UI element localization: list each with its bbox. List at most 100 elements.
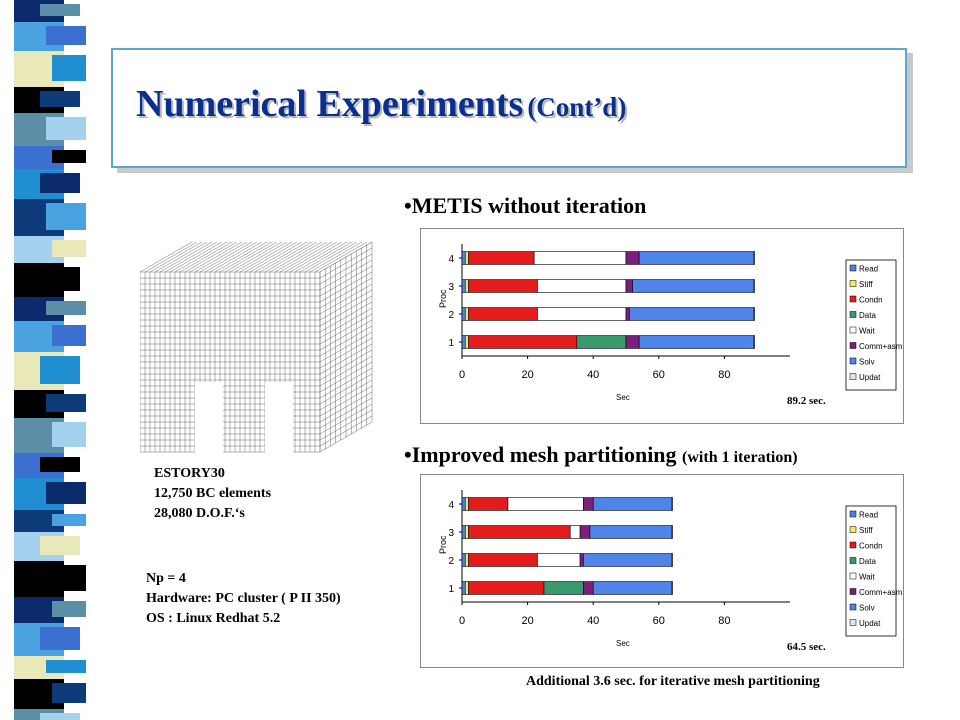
x-tick-label: 60: [653, 615, 665, 627]
legend-swatch: [849, 373, 857, 380]
legend-swatch: [849, 326, 857, 334]
legend-label: Solv: [859, 358, 875, 367]
legend-label: Updat: [859, 373, 881, 382]
x-tick-label: 80: [718, 615, 730, 627]
y-tick-label: 3: [448, 528, 454, 539]
bar-segment-solv: [583, 553, 673, 567]
legend-swatch: [849, 295, 857, 303]
legend-swatch: [849, 619, 857, 626]
bar-segment-read: [461, 553, 466, 567]
legend-label: Solv: [859, 604, 875, 613]
legend-label: Comm+asm: [859, 588, 903, 597]
legend-swatch: [849, 264, 857, 272]
legend-label: Read: [859, 511, 878, 520]
x-tick-label: 20: [521, 369, 533, 381]
bar-segment-stiff: [464, 251, 469, 265]
bar-segment-read: [461, 307, 466, 321]
legend-label: Condn: [859, 296, 883, 305]
y-tick-label: 2: [448, 310, 454, 321]
x-axis-label: Sec: [616, 393, 630, 402]
model-dof: 28,080 D.O.F.‘s: [154, 506, 245, 521]
chart-metis-total: 89.2 sec.: [787, 395, 826, 407]
bar-segment-data: [576, 335, 627, 349]
y-axis-label: Proc: [438, 289, 448, 308]
bar-segment-commasm: [579, 525, 591, 539]
model-elements: 12,750 BC elements: [154, 486, 272, 501]
bar-segment-updat: [753, 251, 755, 265]
run-info: Np = 4 Hardware: PC cluster ( P II 350) …: [146, 569, 341, 629]
bar-segment-wait: [533, 251, 627, 265]
legend-swatch: [849, 311, 857, 318]
bar-segment-commasm: [583, 581, 594, 595]
legend-swatch: [849, 342, 857, 349]
bar-segment-condn: [468, 251, 535, 265]
legend-label: Data: [859, 311, 876, 320]
bar-segment-commasm: [625, 279, 633, 293]
bar-segment-condn: [468, 307, 538, 321]
bar-segment-updat: [671, 525, 673, 539]
bar-segment-solv: [638, 335, 755, 349]
bar-segment-stiff: [464, 335, 469, 349]
legend-swatch: [849, 603, 857, 611]
x-tick-label: 0: [459, 615, 465, 627]
y-tick-label: 3: [448, 282, 454, 293]
title-sub: (Cont’d): [527, 92, 627, 122]
bar-segment-commasm: [583, 497, 594, 511]
chart-improved-total: 64.5 sec.: [787, 641, 826, 653]
bar-segment-read: [461, 251, 466, 265]
bar-segment-read: [461, 279, 466, 293]
chart-improved: 0 20 40 60 80 1 2 3 4 Proc Sec Read Stiff Condn Data Wa…: [420, 474, 904, 668]
bar-segment-stiff: [464, 307, 469, 321]
legend-swatch: [849, 357, 857, 365]
bar-segment-solv: [592, 497, 673, 511]
x-tick-label: 40: [587, 615, 599, 627]
bar-segment-condn: [468, 335, 578, 349]
bar-segment-updat: [753, 335, 755, 349]
bar-segment-read: [461, 525, 466, 539]
x-tick-label: 60: [653, 369, 665, 381]
legend-swatch: [849, 280, 857, 287]
bar-segment-solv: [589, 525, 673, 539]
bar-segment-stiff: [464, 525, 469, 539]
bar-segment-read: [461, 497, 466, 511]
bar-segment-updat: [671, 553, 673, 567]
bar-segment-commasm: [625, 335, 640, 349]
legend-swatch: [849, 526, 857, 533]
y-tick-label: 4: [448, 254, 454, 265]
title-main: Numerical Experiments: [136, 83, 524, 125]
legend-swatch: [849, 510, 857, 518]
decorative-color-strip: [0, 0, 105, 720]
bar-segment-wait: [507, 497, 584, 511]
x-tick-label: 40: [587, 369, 599, 381]
bar-segment-solv: [632, 279, 755, 293]
bar-segment-stiff: [464, 553, 469, 567]
y-tick-label: 1: [448, 338, 454, 349]
x-tick-label: 20: [521, 615, 533, 627]
additional-note: Additional 3.6 sec. for iterative mesh p…: [526, 674, 820, 689]
legend-label: Stiff: [859, 526, 873, 535]
run-np: Np = 4: [146, 571, 186, 586]
run-os: OS : Linux Redhat 5.2: [146, 611, 281, 626]
bar-segment-condn: [468, 525, 571, 539]
legend-swatch: [849, 557, 857, 564]
chart-metis: 0 20 40 60 80 1 2 3 4 Proc Sec Read Stiff Condn Data Wa…: [420, 228, 904, 424]
legend-label: Comm+asm: [859, 342, 903, 351]
bar-segment-wait: [537, 553, 581, 567]
y-tick-label: 1: [448, 584, 454, 595]
bar-segment-condn: [468, 279, 538, 293]
legend-label: Stiff: [859, 280, 873, 289]
run-hardware: Hardware: PC cluster ( P II 350): [146, 591, 341, 606]
y-tick-label: 4: [448, 500, 454, 511]
y-tick-label: 2: [448, 556, 454, 567]
x-axis-label: Sec: [616, 639, 630, 648]
legend-label: Wait: [859, 573, 875, 582]
legend-label: Data: [859, 557, 876, 566]
bar-segment-condn: [468, 581, 545, 595]
chart-improved-svg: 0 20 40 60 80 1 2 3 4 Proc Sec Read Stiff Condn Data Wa…: [420, 474, 904, 668]
bar-segment-read: [461, 335, 466, 349]
legend-label: Wait: [859, 327, 875, 336]
legend-label: Condn: [859, 542, 883, 551]
x-tick-label: 0: [459, 369, 465, 381]
bar-segment-solv: [638, 251, 755, 265]
bar-segment-stiff: [464, 279, 469, 293]
